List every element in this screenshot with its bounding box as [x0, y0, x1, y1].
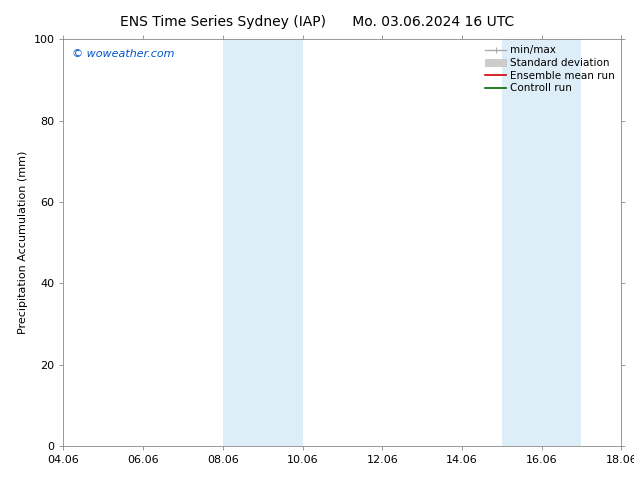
Y-axis label: Precipitation Accumulation (mm): Precipitation Accumulation (mm): [18, 151, 28, 334]
Text: © woweather.com: © woweather.com: [72, 49, 174, 59]
Legend: min/max, Standard deviation, Ensemble mean run, Controll run: min/max, Standard deviation, Ensemble me…: [482, 42, 618, 97]
Bar: [501, 39, 581, 446]
Bar: [223, 39, 302, 446]
Text: ENS Time Series Sydney (IAP)      Mo. 03.06.2024 16 UTC: ENS Time Series Sydney (IAP) Mo. 03.06.2…: [120, 15, 514, 29]
